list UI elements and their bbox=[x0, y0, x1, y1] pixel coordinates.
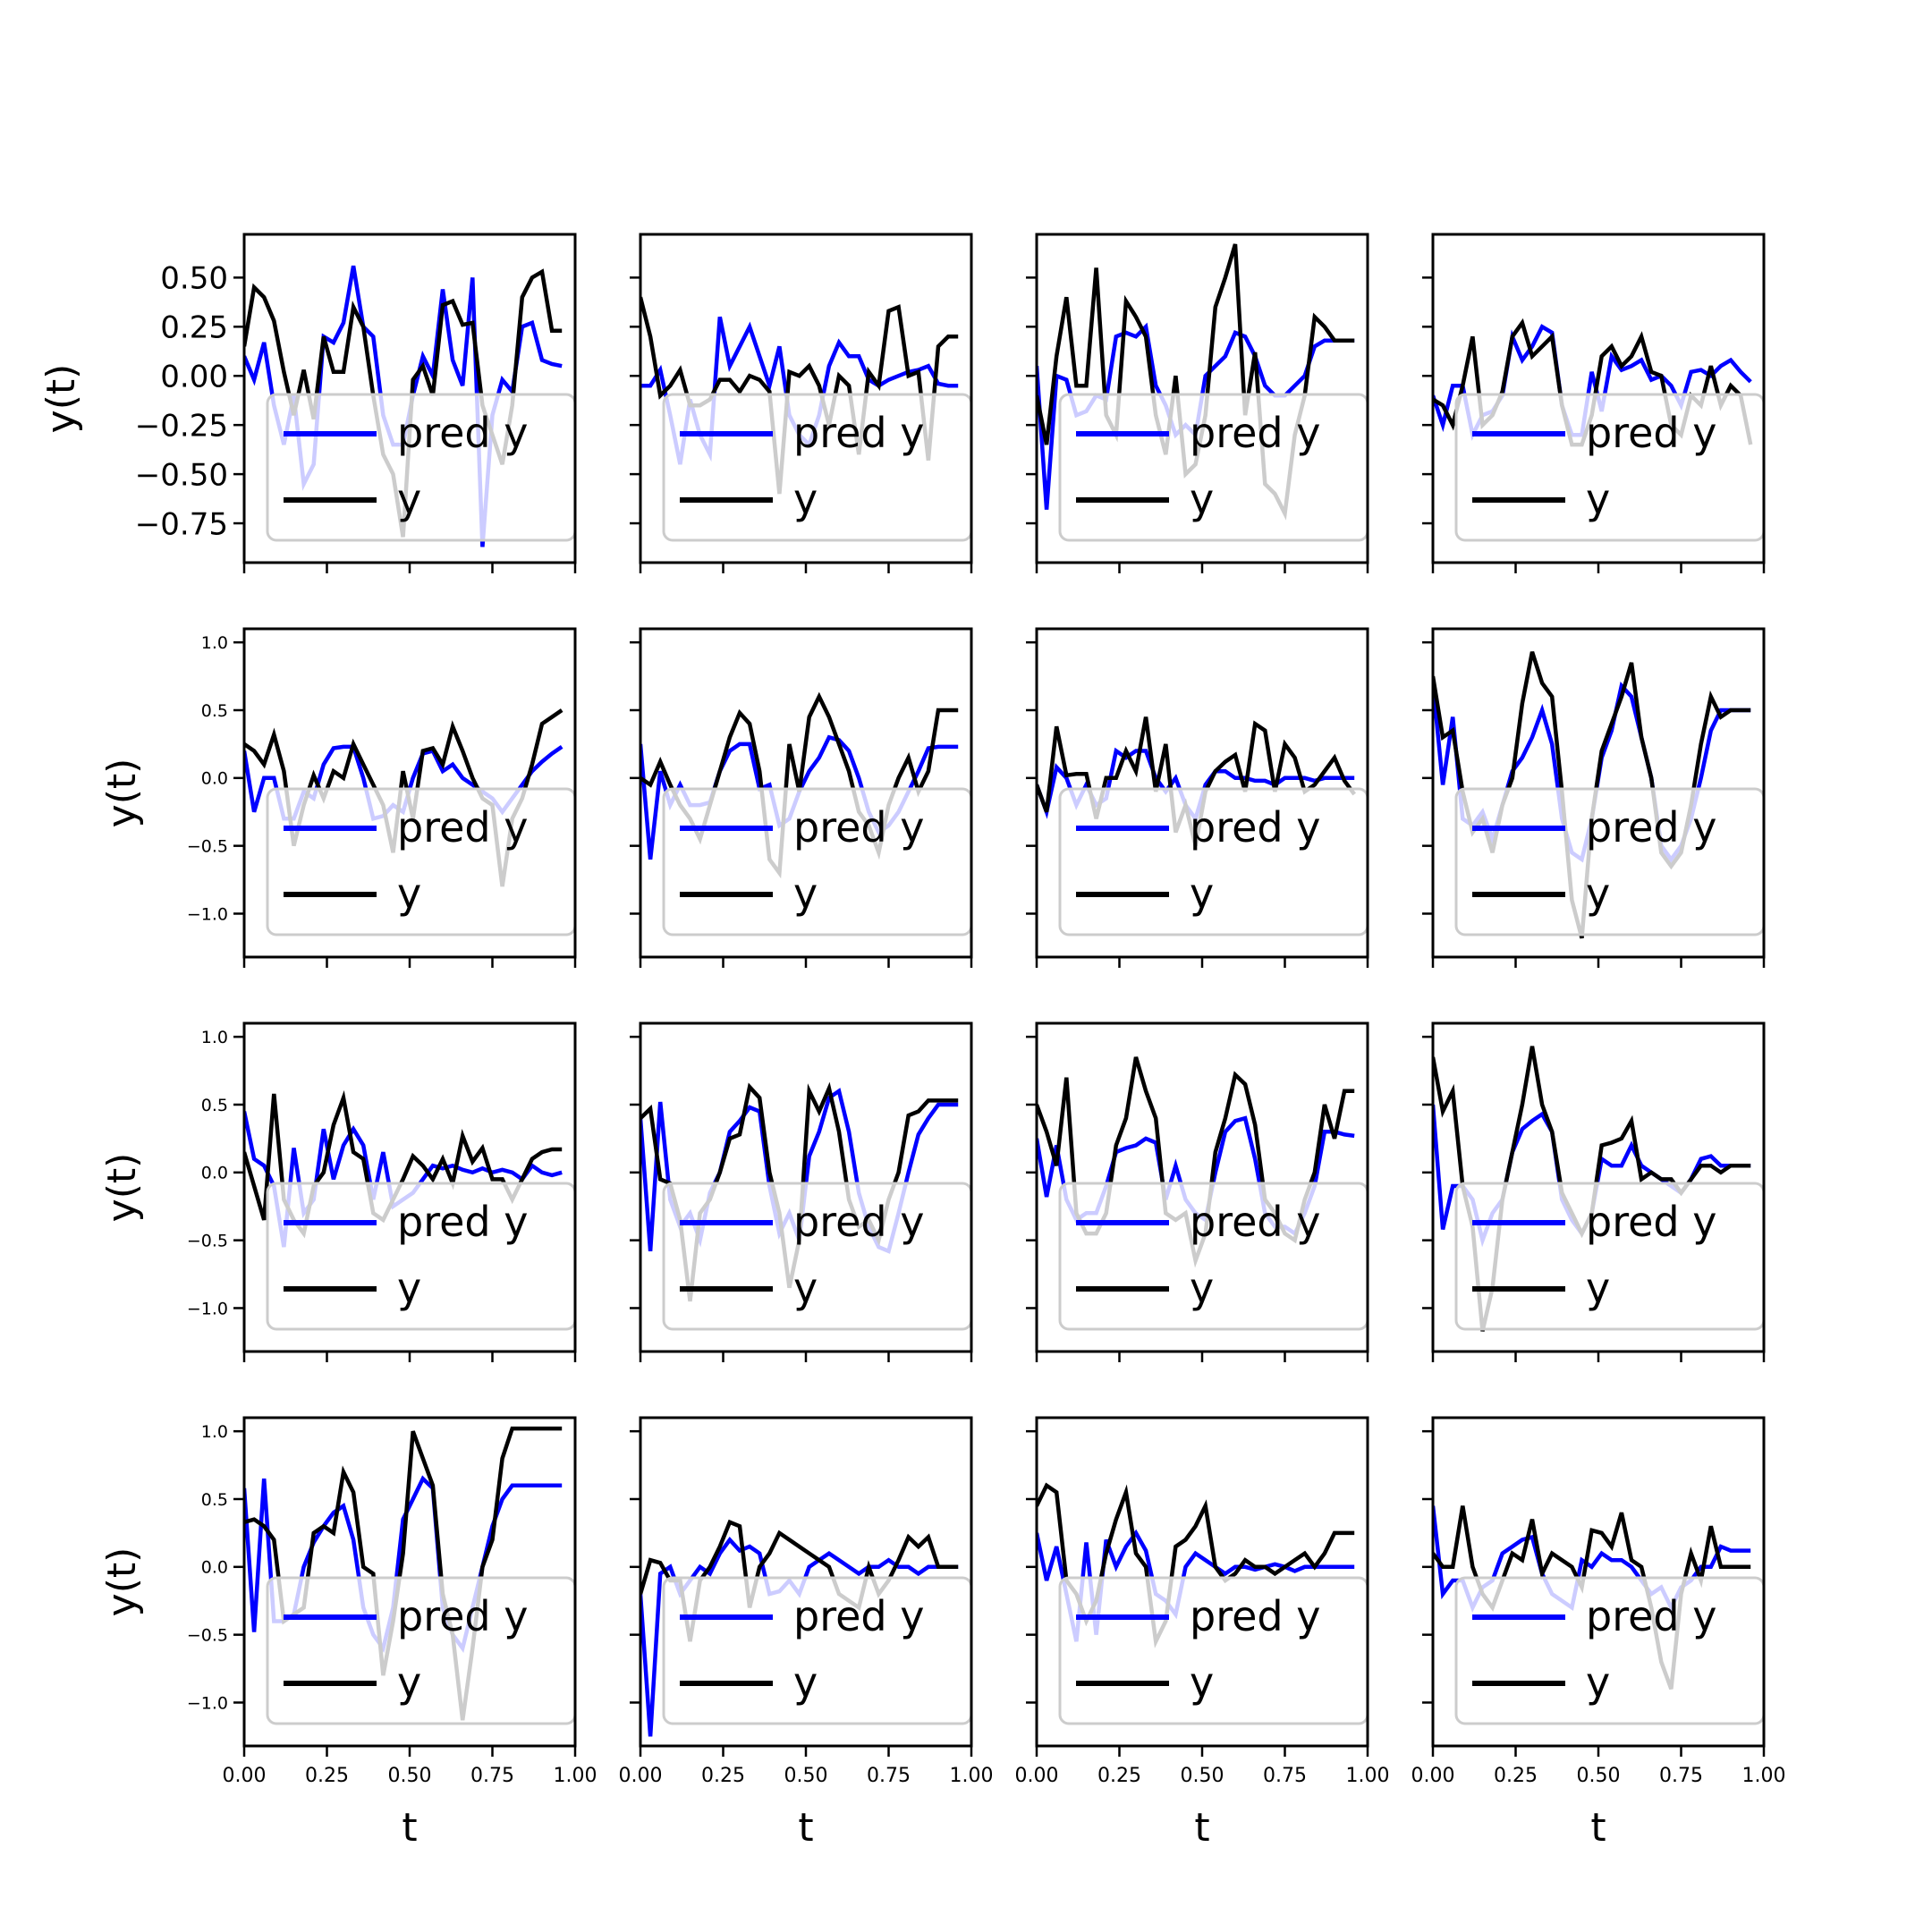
legend-label: pred y bbox=[1586, 409, 1716, 457]
ytick-label: −0.75 bbox=[135, 506, 228, 542]
legend-label: pred y bbox=[1190, 1592, 1320, 1640]
ytick-label: 0.00 bbox=[160, 359, 228, 394]
xtick-label: 0.00 bbox=[1411, 1765, 1455, 1787]
x-axis-label: t bbox=[798, 1805, 813, 1851]
xtick-label: 0.25 bbox=[701, 1765, 745, 1787]
legend-label: y bbox=[1586, 1264, 1610, 1312]
legend-label: pred y bbox=[397, 1592, 528, 1640]
ytick-label: −1.0 bbox=[187, 904, 228, 924]
xtick-label: 0.50 bbox=[388, 1765, 432, 1787]
ytick-label: −1.0 bbox=[187, 1299, 228, 1318]
subplot-15: pred y y 0.00 0.25 0.50 0.75 1.00 t bbox=[1015, 1416, 1390, 1851]
xtick-label: 1.00 bbox=[950, 1765, 994, 1787]
legend-label: y bbox=[1190, 869, 1214, 918]
xtick-label: 0.25 bbox=[305, 1765, 349, 1787]
y-axis-label: y(t) bbox=[99, 1153, 145, 1223]
legend-label: pred y bbox=[397, 409, 528, 457]
ytick-label: 0.0 bbox=[201, 1558, 228, 1578]
subplot-16: pred y y 0.00 0.25 0.50 0.75 1.00 t bbox=[1411, 1416, 1786, 1851]
x-axis-label: t bbox=[1590, 1805, 1606, 1851]
subplot-2: pred y y bbox=[630, 233, 973, 573]
y-axis-label: y(t) bbox=[99, 758, 145, 828]
ytick-label: −0.5 bbox=[187, 1231, 228, 1250]
xtick-label: 0.50 bbox=[1577, 1765, 1621, 1787]
legend-label: pred y bbox=[793, 803, 924, 852]
subplot-4: pred y y bbox=[1422, 233, 1766, 573]
ytick-label: −0.5 bbox=[187, 1625, 228, 1645]
legend-label: pred y bbox=[1586, 803, 1716, 852]
xtick-label: 0.50 bbox=[1181, 1765, 1224, 1787]
legend-label: y bbox=[397, 1264, 421, 1312]
legend-label: pred y bbox=[793, 1198, 924, 1246]
subplot-11: pred y y bbox=[1026, 1021, 1369, 1362]
ytick-label: 0.5 bbox=[201, 701, 228, 721]
xtick-label: 1.00 bbox=[1742, 1765, 1786, 1787]
legend-label: y bbox=[397, 1658, 421, 1707]
ytick-label: 0.50 bbox=[160, 261, 228, 297]
xtick-label: 0.50 bbox=[784, 1765, 828, 1787]
legend-label: y bbox=[793, 869, 818, 918]
x-axis-label: t bbox=[402, 1805, 417, 1851]
legend-label: pred y bbox=[793, 1592, 924, 1640]
subplot-7: pred y y bbox=[1026, 627, 1369, 968]
xtick-label: 1.00 bbox=[554, 1765, 597, 1787]
legend-label: y bbox=[1190, 1658, 1214, 1707]
legend-label: y bbox=[793, 475, 818, 523]
legend-label: y bbox=[1586, 1658, 1610, 1707]
y-axis-label: y(t) bbox=[99, 1547, 145, 1617]
legend-label: y bbox=[1190, 1264, 1214, 1312]
ytick-label: −0.25 bbox=[135, 408, 228, 444]
legend-label: y bbox=[1190, 475, 1214, 523]
subplot-5: pred y y 1.0 0.5 0.0 −0.5 −1.0 y(t) bbox=[99, 627, 577, 968]
ytick-label: 0.25 bbox=[160, 310, 228, 346]
xtick-label: 0.75 bbox=[867, 1765, 911, 1787]
ytick-label: −1.0 bbox=[187, 1693, 228, 1713]
ytick-label: 0.0 bbox=[201, 1164, 228, 1183]
legend-label: y bbox=[397, 475, 421, 523]
xtick-label: 0.75 bbox=[470, 1765, 514, 1787]
legend-label: y bbox=[793, 1264, 818, 1312]
ytick-label: 0.5 bbox=[201, 1096, 228, 1115]
subplot-12: pred y y bbox=[1422, 1021, 1766, 1362]
xtick-label: 1.00 bbox=[1346, 1765, 1390, 1787]
legend-label: y bbox=[397, 869, 421, 918]
xtick-label: 0.25 bbox=[1097, 1765, 1141, 1787]
xtick-label: 0.00 bbox=[1015, 1765, 1059, 1787]
subplot-3: pred y y bbox=[1026, 233, 1369, 573]
ytick-label: −0.50 bbox=[135, 457, 228, 493]
subplot-14: pred y y 0.00 0.25 0.50 0.75 1.00 t bbox=[619, 1416, 994, 1851]
xtick-label: 0.00 bbox=[223, 1765, 267, 1787]
subplot-6: pred y y bbox=[630, 627, 973, 968]
ytick-label: 0.5 bbox=[201, 1490, 228, 1510]
ytick-label: 1.0 bbox=[201, 1028, 228, 1047]
xtick-label: 0.75 bbox=[1263, 1765, 1307, 1787]
subplot-9: pred y y 1.0 0.5 0.0 −0.5 −1.0 y(t) bbox=[99, 1021, 577, 1362]
legend-label: pred y bbox=[397, 803, 528, 852]
xtick-label: 0.00 bbox=[619, 1765, 663, 1787]
legend-label: pred y bbox=[397, 1198, 528, 1246]
legend-label: pred y bbox=[1190, 803, 1320, 852]
subplot-1: pred y y 0.50 0.25 0.00 −0.25 −0.50 −0.75 y(t) bbox=[38, 233, 577, 573]
subplot-8: pred y y bbox=[1422, 627, 1766, 968]
ytick-label: −0.5 bbox=[187, 836, 228, 856]
xtick-label: 0.75 bbox=[1659, 1765, 1703, 1787]
ytick-label: 1.0 bbox=[201, 1422, 228, 1442]
xtick-label: 0.25 bbox=[1494, 1765, 1538, 1787]
subplot-13: pred y y 1.0 0.5 0.0 −0.5 −1.0 0.00 0.25 0.50 0.75… bbox=[99, 1416, 597, 1851]
y-axis-label: y(t) bbox=[38, 364, 84, 434]
legend-label: pred y bbox=[1190, 1198, 1320, 1246]
ytick-label: 1.0 bbox=[201, 633, 228, 653]
legend-label: pred y bbox=[1586, 1592, 1716, 1640]
subplot-10: pred y y bbox=[630, 1021, 973, 1362]
legend-label: pred y bbox=[1190, 409, 1320, 457]
ytick-label: 0.0 bbox=[201, 769, 228, 789]
legend-label: y bbox=[1586, 475, 1610, 523]
series-line-pred bbox=[1037, 1529, 1355, 1642]
legend-label: y bbox=[793, 1658, 818, 1707]
x-axis-label: t bbox=[1194, 1805, 1209, 1851]
legend-label: pred y bbox=[793, 409, 924, 457]
legend-label: y bbox=[1586, 869, 1610, 918]
legend-label: pred y bbox=[1586, 1198, 1716, 1246]
